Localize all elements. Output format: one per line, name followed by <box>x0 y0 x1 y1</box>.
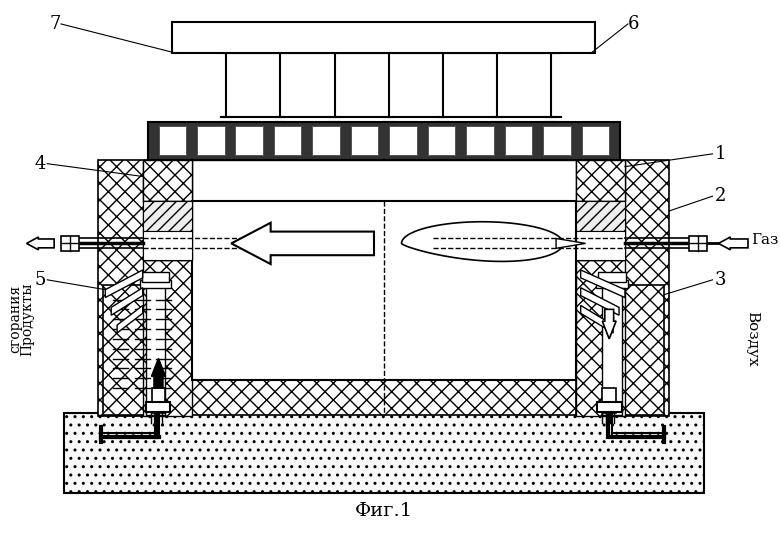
Polygon shape <box>112 288 143 315</box>
Bar <box>598 272 626 282</box>
Polygon shape <box>105 270 143 297</box>
Bar <box>61 236 79 251</box>
Bar <box>143 201 192 230</box>
Bar <box>576 159 625 201</box>
Bar <box>576 260 625 416</box>
Bar <box>543 126 571 155</box>
Bar <box>236 126 263 155</box>
Bar <box>103 285 192 415</box>
Text: 1: 1 <box>714 145 726 163</box>
Bar <box>197 126 225 155</box>
Bar <box>597 402 622 412</box>
Bar <box>98 159 192 416</box>
Bar <box>172 22 595 54</box>
Bar <box>466 126 494 155</box>
Bar <box>146 285 165 415</box>
Bar <box>158 126 186 155</box>
Polygon shape <box>580 288 619 315</box>
Polygon shape <box>402 222 563 262</box>
Bar <box>576 230 625 260</box>
Bar <box>192 201 576 380</box>
Bar <box>582 126 609 155</box>
Bar <box>576 159 669 416</box>
Text: 6: 6 <box>628 15 640 33</box>
Bar <box>597 280 628 288</box>
Bar <box>143 260 192 416</box>
Bar <box>143 201 192 260</box>
Bar <box>142 272 169 282</box>
Text: Фиг.1: Фиг.1 <box>355 502 413 520</box>
Text: 2: 2 <box>714 187 726 205</box>
Text: 7: 7 <box>49 15 61 33</box>
Bar <box>143 230 192 260</box>
Bar <box>505 126 532 155</box>
Bar <box>143 159 192 201</box>
Bar <box>602 388 616 412</box>
Bar <box>143 380 625 415</box>
Bar <box>389 126 417 155</box>
FancyArrow shape <box>602 309 616 339</box>
Bar <box>140 280 172 288</box>
Polygon shape <box>117 306 143 333</box>
Text: 3: 3 <box>714 271 726 289</box>
Text: 5: 5 <box>35 271 46 289</box>
Bar <box>576 285 665 415</box>
Bar <box>64 412 704 494</box>
Polygon shape <box>580 270 625 297</box>
Text: Воздух: Воздух <box>745 311 759 367</box>
FancyArrow shape <box>151 359 165 388</box>
Bar <box>576 201 625 230</box>
Bar <box>689 236 707 251</box>
Text: Газ: Газ <box>751 234 778 248</box>
Bar <box>192 159 576 201</box>
Text: Продукты: Продукты <box>20 282 34 356</box>
Bar <box>576 159 625 201</box>
Bar <box>427 126 456 155</box>
Bar <box>576 201 625 260</box>
Bar <box>147 122 620 159</box>
Polygon shape <box>556 238 586 248</box>
Bar <box>151 388 165 412</box>
Bar <box>312 126 340 155</box>
FancyArrow shape <box>232 223 374 264</box>
Text: 4: 4 <box>35 155 46 173</box>
Text: сгорания: сгорания <box>9 285 23 353</box>
Bar <box>351 126 378 155</box>
Bar <box>146 402 170 412</box>
Bar <box>143 159 192 201</box>
Bar <box>602 285 622 415</box>
Bar <box>274 126 301 155</box>
FancyArrow shape <box>27 237 54 250</box>
FancyArrow shape <box>718 237 748 250</box>
Polygon shape <box>580 306 613 333</box>
